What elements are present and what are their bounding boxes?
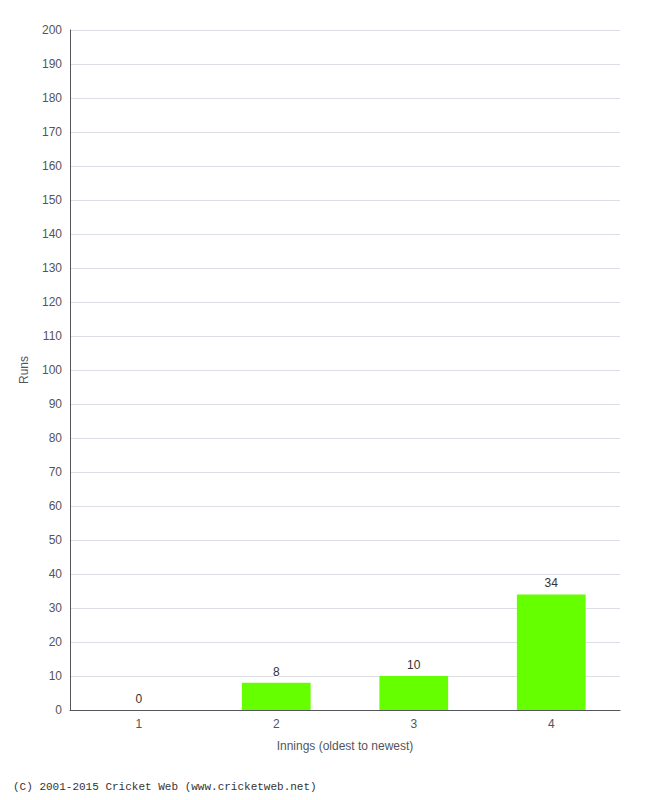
svg-text:2: 2: [273, 717, 280, 731]
svg-text:120: 120: [42, 295, 62, 309]
svg-text:70: 70: [49, 465, 63, 479]
svg-text:170: 170: [42, 125, 62, 139]
svg-text:0: 0: [55, 703, 62, 717]
svg-text:60: 60: [49, 499, 63, 513]
svg-text:0: 0: [135, 692, 142, 706]
svg-text:Innings (oldest to newest): Innings (oldest to newest): [277, 739, 414, 753]
svg-text:4: 4: [548, 717, 555, 731]
svg-text:40: 40: [49, 567, 63, 581]
svg-text:200: 200: [42, 23, 62, 37]
svg-text:20: 20: [49, 635, 63, 649]
svg-text:150: 150: [42, 193, 62, 207]
svg-text:50: 50: [49, 533, 63, 547]
svg-text:180: 180: [42, 91, 62, 105]
svg-text:(C) 2001-2015 Cricket Web (www: (C) 2001-2015 Cricket Web (www.cricketwe…: [13, 781, 317, 793]
svg-text:90: 90: [49, 397, 63, 411]
svg-text:Runs: Runs: [17, 356, 31, 384]
svg-text:80: 80: [49, 431, 63, 445]
svg-text:160: 160: [42, 159, 62, 173]
svg-text:8: 8: [273, 665, 280, 679]
svg-text:30: 30: [49, 601, 63, 615]
svg-text:100: 100: [42, 363, 62, 377]
svg-text:3: 3: [410, 717, 417, 731]
svg-text:190: 190: [42, 57, 62, 71]
svg-text:10: 10: [407, 658, 421, 672]
svg-text:1: 1: [135, 717, 142, 731]
svg-text:110: 110: [43, 329, 62, 343]
svg-text:140: 140: [42, 227, 62, 241]
svg-text:34: 34: [545, 576, 559, 590]
svg-text:130: 130: [42, 261, 62, 275]
svg-text:10: 10: [49, 669, 63, 683]
